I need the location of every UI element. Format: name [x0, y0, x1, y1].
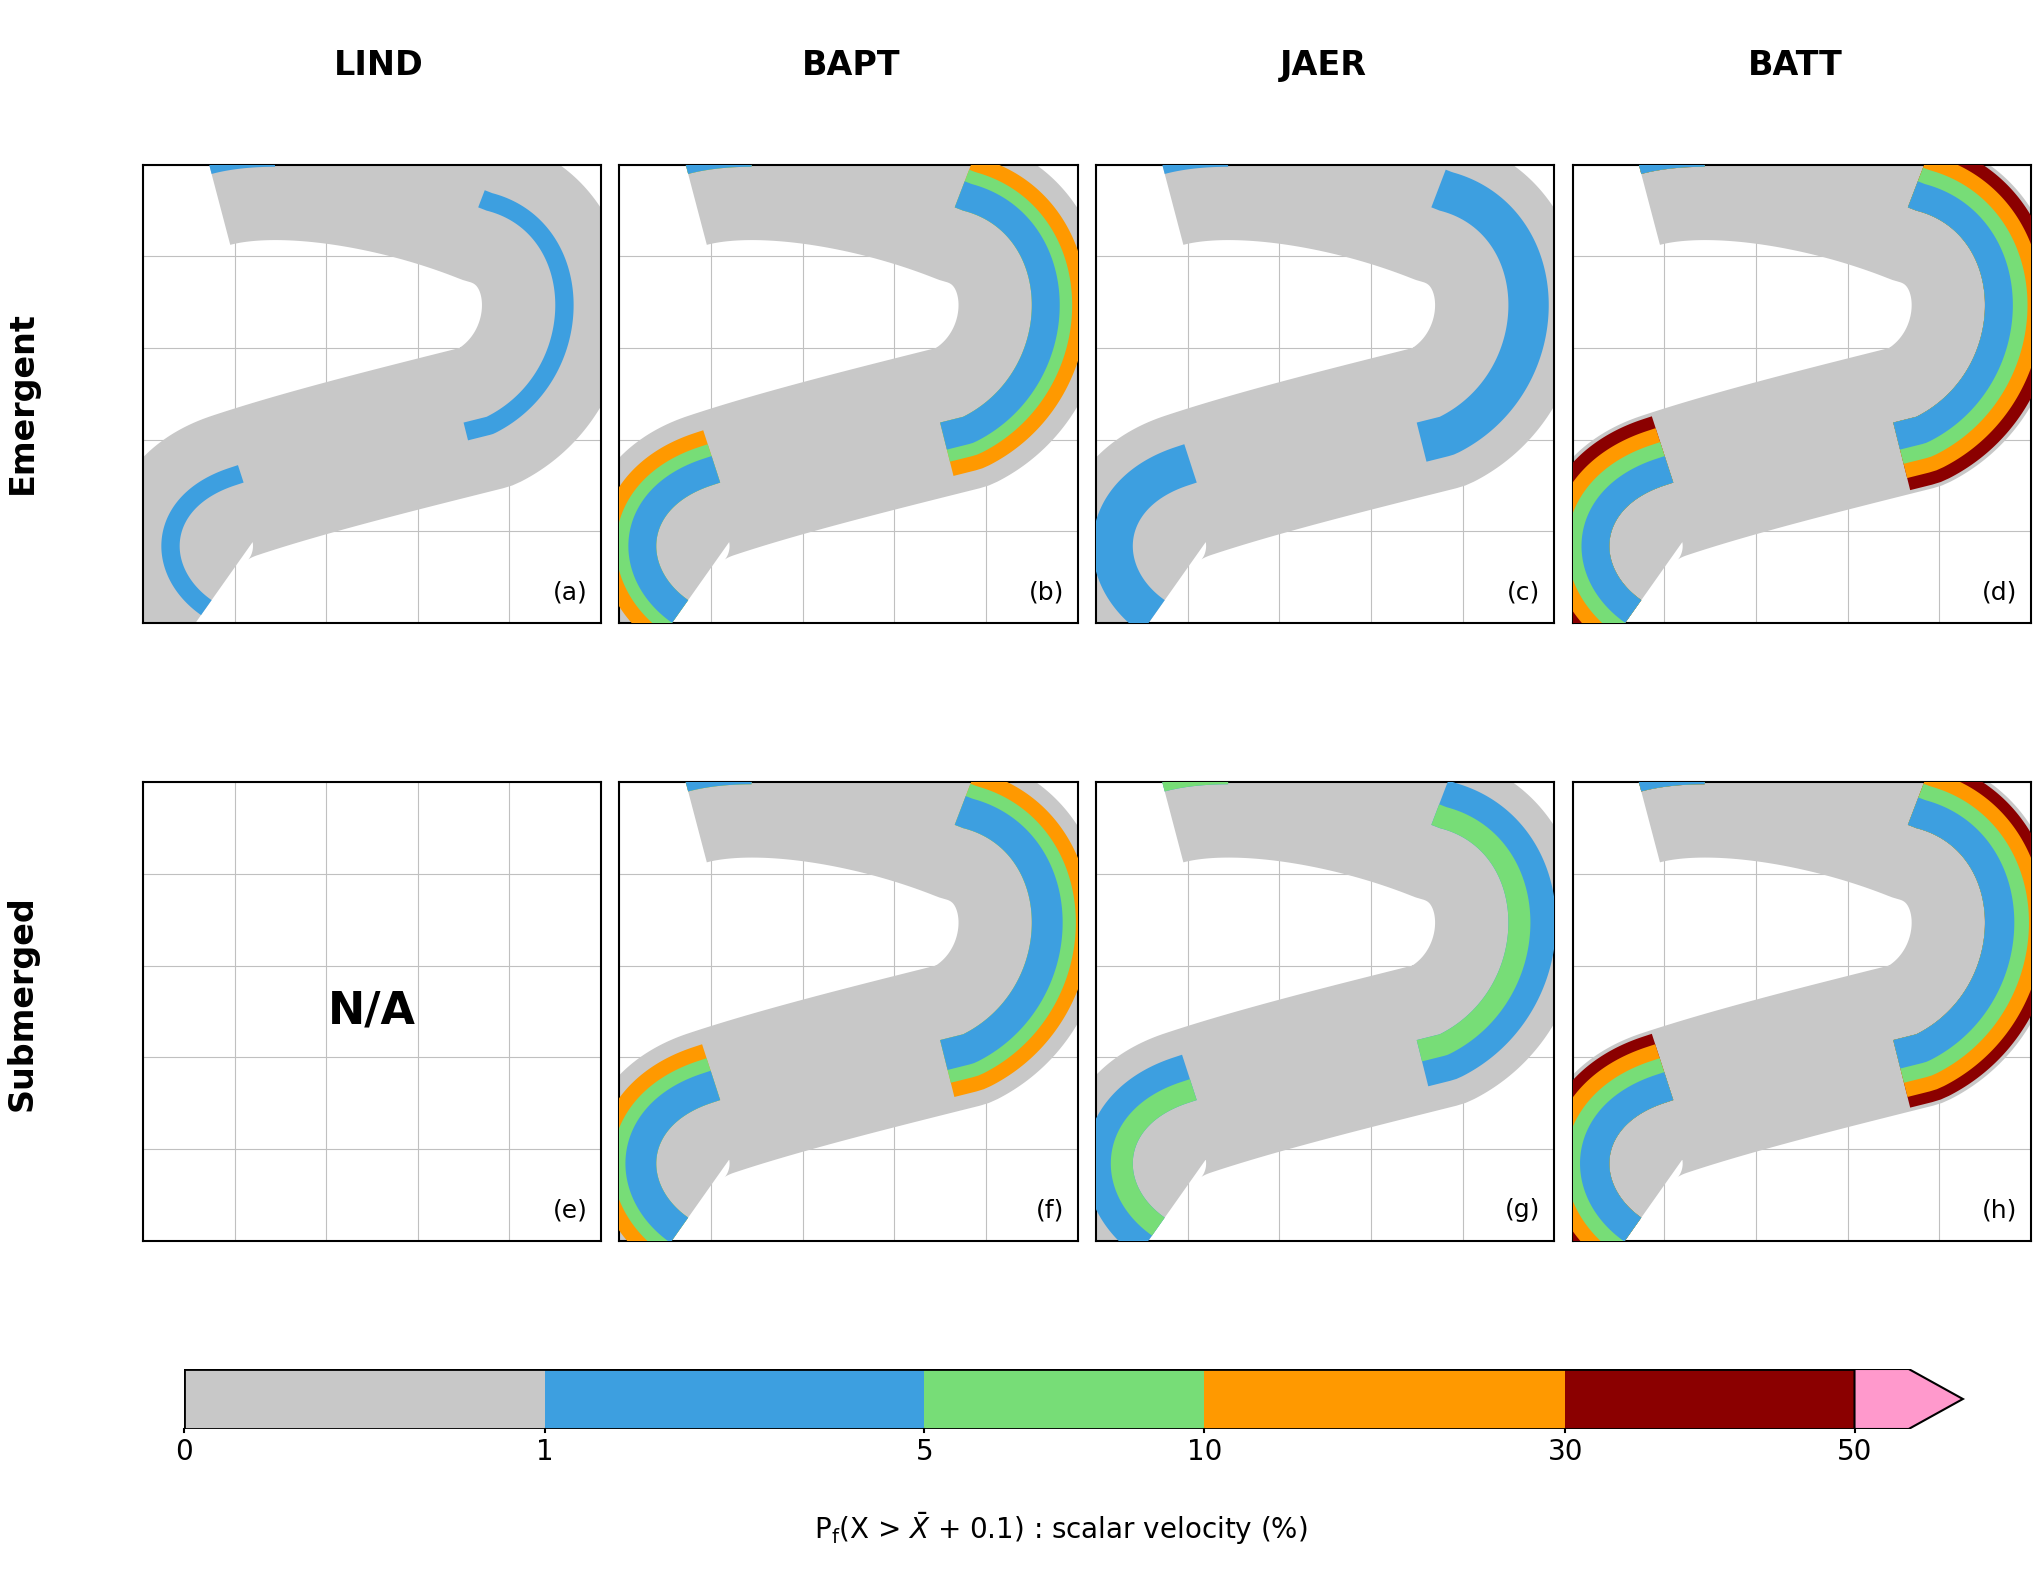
Polygon shape	[1537, 711, 2041, 1277]
Polygon shape	[678, 126, 751, 174]
Polygon shape	[1092, 444, 1196, 633]
Polygon shape	[1551, 1044, 1674, 1265]
Text: (c): (c)	[1506, 581, 1541, 605]
Text: 30: 30	[1547, 1438, 1584, 1465]
Polygon shape	[1894, 142, 2041, 489]
Polygon shape	[1894, 153, 2041, 478]
Polygon shape	[1539, 1034, 1674, 1274]
Text: 50: 50	[1837, 1438, 1872, 1465]
Polygon shape	[1627, 109, 1704, 174]
Polygon shape	[1894, 167, 2027, 464]
Polygon shape	[1110, 1078, 1196, 1236]
Text: (d): (d)	[1982, 581, 2017, 605]
Polygon shape	[584, 711, 1104, 1277]
Text: JAER: JAER	[1280, 49, 1365, 82]
Text: BATT: BATT	[1747, 49, 1843, 82]
Bar	[925, 1369, 1204, 1429]
Polygon shape	[1059, 711, 1582, 1277]
Polygon shape	[1551, 428, 1674, 647]
Text: (f): (f)	[1035, 1198, 1063, 1222]
Polygon shape	[1894, 783, 2029, 1083]
Polygon shape	[1894, 759, 2041, 1107]
Bar	[1204, 1369, 1565, 1429]
Text: (h): (h)	[1982, 1198, 2017, 1222]
Polygon shape	[463, 189, 574, 441]
Polygon shape	[1623, 715, 1704, 791]
Polygon shape	[1416, 780, 1555, 1086]
Polygon shape	[1416, 804, 1531, 1061]
Polygon shape	[1631, 741, 1704, 791]
Polygon shape	[1894, 182, 2012, 450]
Polygon shape	[1155, 126, 1229, 174]
Polygon shape	[616, 444, 720, 633]
Polygon shape	[1567, 442, 1674, 635]
Polygon shape	[1565, 1058, 1674, 1254]
Text: 5: 5	[916, 1438, 933, 1465]
FancyArrow shape	[1855, 1369, 1963, 1429]
Polygon shape	[1635, 139, 1704, 174]
Text: 0: 0	[176, 1438, 192, 1465]
Polygon shape	[1059, 93, 1582, 660]
Polygon shape	[1894, 797, 2014, 1069]
Polygon shape	[1416, 169, 1549, 461]
Polygon shape	[161, 466, 243, 616]
Polygon shape	[106, 93, 629, 660]
Polygon shape	[584, 93, 1104, 660]
Polygon shape	[1580, 1072, 1674, 1241]
Text: Emergent: Emergent	[6, 311, 39, 494]
Text: P$_\mathrm{f}$(X > $\bar{X}$ + 0.1) : scalar velocity (%): P$_\mathrm{f}$(X > $\bar{X}$ + 0.1) : sc…	[814, 1511, 1308, 1547]
Text: 1: 1	[537, 1438, 553, 1465]
Polygon shape	[1086, 1055, 1196, 1257]
Polygon shape	[625, 1071, 720, 1243]
Text: (g): (g)	[1504, 1198, 1541, 1222]
Polygon shape	[1623, 98, 1704, 174]
Text: (a): (a)	[553, 581, 588, 605]
Polygon shape	[1894, 771, 2041, 1097]
Polygon shape	[206, 148, 276, 174]
Polygon shape	[680, 753, 751, 791]
Text: 10: 10	[1186, 1438, 1223, 1465]
Bar	[184, 1369, 545, 1429]
Polygon shape	[674, 726, 751, 791]
Bar	[1565, 1369, 1855, 1429]
Polygon shape	[1537, 93, 2041, 660]
Polygon shape	[941, 783, 1076, 1083]
Text: LIND: LIND	[335, 49, 425, 82]
Polygon shape	[602, 429, 720, 644]
Polygon shape	[941, 156, 1086, 475]
Polygon shape	[598, 1044, 720, 1265]
Text: Submerged: Submerged	[6, 895, 39, 1110]
Polygon shape	[612, 1058, 720, 1254]
Polygon shape	[1159, 763, 1229, 791]
Polygon shape	[941, 796, 1063, 1071]
Polygon shape	[678, 741, 751, 791]
Polygon shape	[674, 112, 751, 174]
Polygon shape	[1635, 755, 1704, 791]
Polygon shape	[1631, 125, 1704, 174]
Polygon shape	[941, 169, 1072, 461]
Polygon shape	[1539, 417, 1674, 657]
Polygon shape	[941, 182, 1059, 450]
Polygon shape	[682, 139, 751, 174]
Polygon shape	[629, 456, 720, 622]
Text: (b): (b)	[1029, 581, 1063, 605]
Polygon shape	[1582, 456, 1674, 622]
Polygon shape	[1153, 737, 1229, 791]
Bar	[545, 1369, 925, 1429]
Text: (e): (e)	[553, 1198, 588, 1222]
Polygon shape	[941, 771, 1090, 1097]
Polygon shape	[1627, 726, 1704, 791]
Text: BAPT: BAPT	[802, 49, 900, 82]
Text: N/A: N/A	[329, 990, 416, 1033]
